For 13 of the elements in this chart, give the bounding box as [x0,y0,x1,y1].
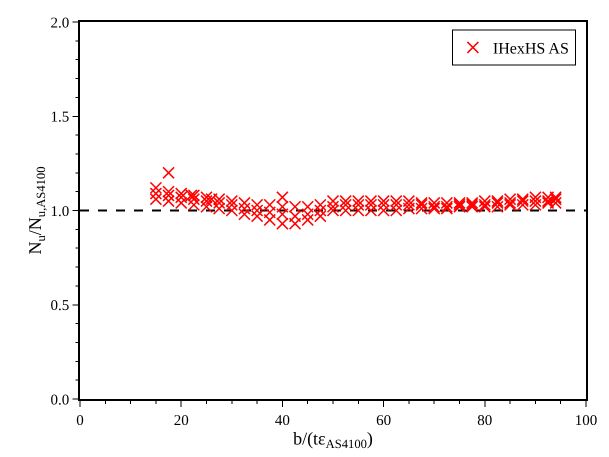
x-tick-label: 60 [376,412,392,429]
legend-label: IHexHS AS [492,40,569,58]
y-tick-label: 0.0 [50,392,70,408]
x-tick-label: 40 [274,412,290,429]
x-tick-label: 20 [174,412,189,429]
x-axis-title: b/(tε$_{AS4100}$) [293,428,373,452]
y-tick-label: 0.5 [50,298,70,314]
x-tick-label: 80 [477,412,492,429]
y-tick-label: 2.0 [50,15,70,32]
y-tick-label: 1.0 [50,204,70,220]
x-tick-label: 0 [76,412,84,429]
x-tick-label: 100 [574,412,598,429]
y-tick-label: 1.5 [50,110,70,126]
